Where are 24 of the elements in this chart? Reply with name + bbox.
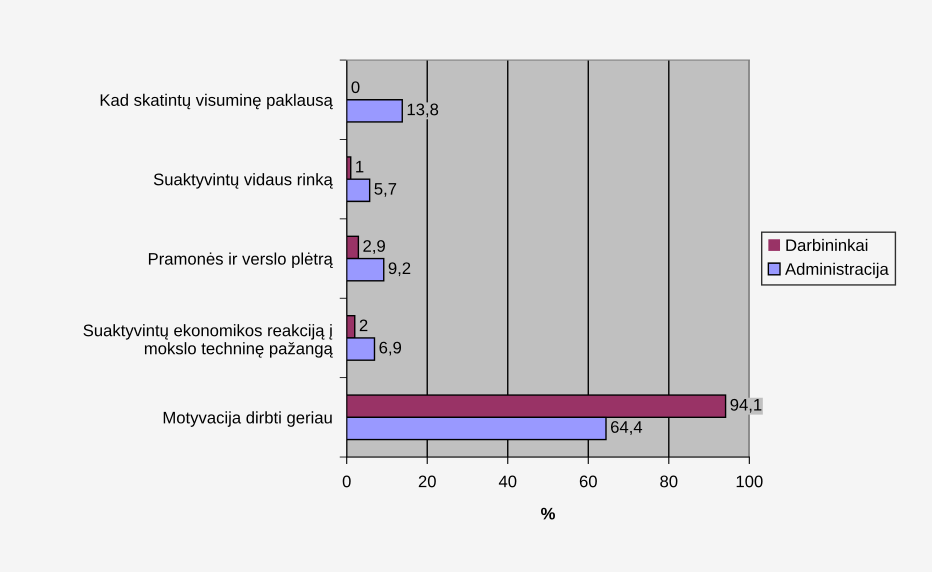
y-tick-label: Suaktyvintų vidaus rinką: [154, 173, 333, 189]
x-tick-label: 100: [736, 476, 763, 488]
y-tick-label: Suaktyvintų ekonomikos reakciją į mokslo techninę pažangą: [83, 324, 333, 358]
data-label: 1: [356, 160, 364, 172]
y-tick-label: Kad skatintų visuminę paklausą: [100, 94, 333, 110]
x-tick-label: 60: [580, 476, 597, 488]
x-tick-label: 20: [418, 476, 436, 488]
x-tick-label: 80: [660, 476, 678, 488]
x-tick-label: 0: [342, 476, 351, 488]
data-label: 13,8: [408, 104, 438, 118]
x-axis-title: %: [541, 508, 555, 520]
data-label: 0: [352, 81, 360, 94]
y-tick-label: Motyvacija dirbti geriau: [164, 411, 332, 427]
data-label: 6,9: [380, 342, 402, 356]
data-label: 64,4: [611, 421, 642, 435]
x-tick-label: 40: [498, 476, 516, 488]
data-label: 2: [360, 319, 368, 332]
data-label: 9,2: [388, 262, 410, 276]
y-tick-label: Pramonės ir verslo plėtrą: [148, 252, 333, 268]
legend-label: Darbininkai: [786, 238, 868, 252]
legend-label: Administracija: [785, 262, 889, 278]
data-label: 94,1: [730, 398, 762, 413]
data-label: 2,9: [363, 240, 385, 254]
data-label: 5,7: [374, 183, 396, 197]
